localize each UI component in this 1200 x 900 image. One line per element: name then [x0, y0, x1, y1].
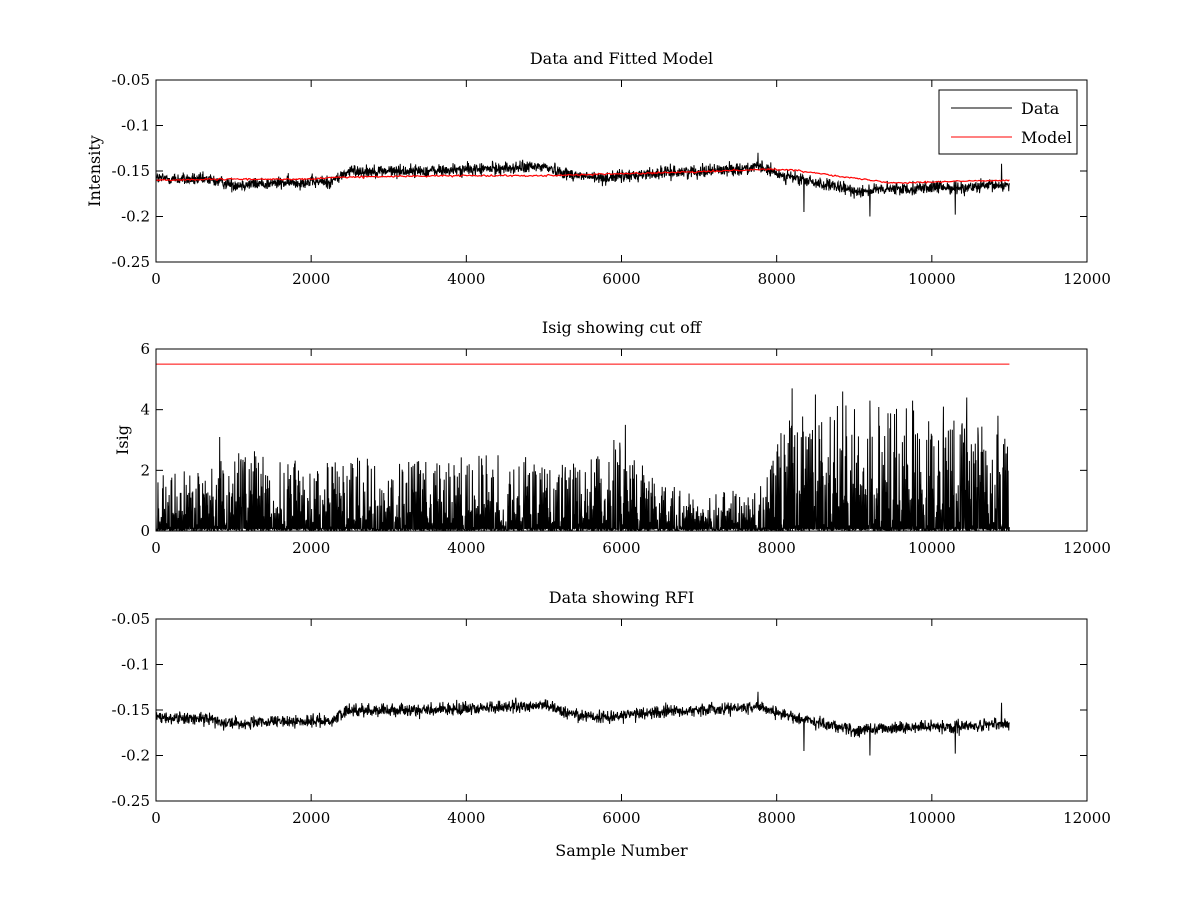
x-tick-label: 8000 [758, 270, 796, 288]
x-tick-label: 10000 [908, 809, 956, 827]
chart-title: Data showing RFI [549, 588, 694, 607]
y-tick-label: -0.1 [121, 656, 150, 674]
x-tick-label: 8000 [758, 809, 796, 827]
y-tick-label: -0.05 [112, 610, 150, 628]
plot-area-1 [156, 152, 1010, 217]
y-tick-label: -0.25 [112, 792, 150, 810]
y-tick-label: 0 [140, 522, 150, 540]
y-axis-label: Isig [113, 425, 132, 455]
chart-title: Data and Fitted Model [530, 49, 713, 68]
x-tick-label: 10000 [908, 270, 956, 288]
y-tick-label: 2 [140, 461, 150, 479]
x-tick-label: 4000 [447, 270, 485, 288]
series-3-1-line [156, 691, 1010, 756]
y-axis-label: Intensity [85, 135, 104, 207]
y-tick-label: -0.2 [121, 208, 150, 226]
x-axis-label: Sample Number [555, 841, 688, 860]
x-tick-label: 2000 [292, 270, 330, 288]
y-tick-label: 4 [140, 401, 150, 419]
legend-entry-label: Model [1021, 128, 1072, 147]
y-tick-label: -0.05 [112, 71, 150, 89]
x-tick-label: 4000 [447, 809, 485, 827]
chart-title: Isig showing cut off [542, 318, 703, 337]
plot-area-2 [156, 363, 1010, 531]
x-tick-label: 10000 [908, 539, 956, 557]
y-tick-label: -0.15 [112, 701, 150, 719]
x-tick-label: 2000 [292, 809, 330, 827]
x-tick-label: 2000 [292, 539, 330, 557]
series-2-1-line [156, 388, 1010, 531]
y-tick-label: -0.15 [112, 162, 150, 180]
x-tick-label: 6000 [602, 809, 640, 827]
x-tick-label: 12000 [1063, 270, 1111, 288]
x-tick-label: 0 [151, 809, 161, 827]
y-tick-label: -0.2 [121, 747, 150, 765]
x-tick-label: 6000 [602, 539, 640, 557]
plot-area-3 [156, 691, 1010, 756]
x-tick-label: 12000 [1063, 809, 1111, 827]
chart-panel-1: 0 2000 4000 6000 8000 10000 12000 -0.05 -0.1 -0.1… [85, 49, 1111, 288]
y-tick-label: 6 [140, 340, 150, 358]
x-tick-label: 4000 [447, 539, 485, 557]
chart-panel-2: 0 2000 4000 6000 8000 10000 12000 0 2 4 6 Isig show… [113, 318, 1111, 557]
x-tick-label: 12000 [1063, 539, 1111, 557]
legend-entry-label: Data [1021, 99, 1060, 118]
series-1-1-line [156, 152, 1010, 217]
x-tick-label: 0 [151, 270, 161, 288]
y-tick-label: -0.25 [112, 253, 150, 271]
x-tick-label: 0 [151, 539, 161, 557]
x-tick-label: 6000 [602, 270, 640, 288]
legend-box [938, 89, 1078, 155]
series-1-2-line [156, 167, 1010, 185]
legend: Data Model [938, 89, 1078, 155]
y-tick-label: -0.1 [121, 117, 150, 135]
x-tick-label: 8000 [758, 539, 796, 557]
chart-panel-3: 0 2000 4000 6000 8000 10000 12000 -0.05 -0.1 -0.1… [112, 588, 1111, 860]
